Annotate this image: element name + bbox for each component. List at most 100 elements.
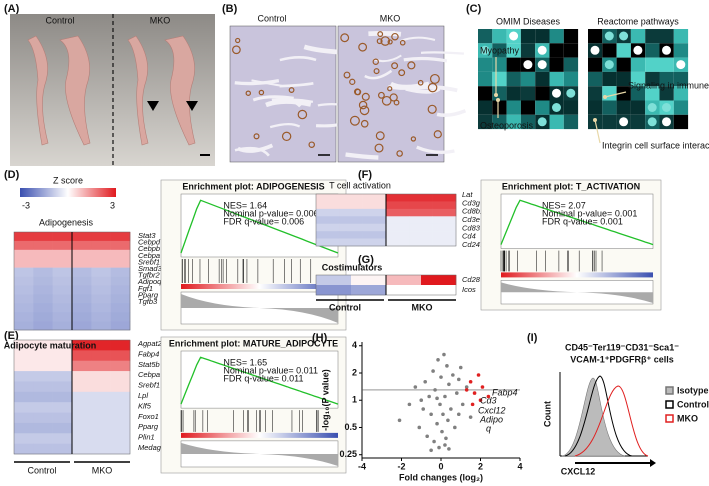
enrichment-cell (616, 100, 631, 115)
heatmap-cell (33, 303, 53, 313)
point (486, 394, 491, 399)
heatmap-cell (52, 303, 73, 313)
label: Control (45, 15, 74, 25)
stained-cell (381, 95, 392, 106)
stained-cell (399, 39, 406, 46)
gene-label: Pparg (138, 290, 159, 299)
heatmap-cell (14, 249, 34, 260)
point (440, 429, 444, 434)
stained-cell (377, 91, 385, 99)
stained-cell (245, 90, 251, 96)
point (445, 364, 449, 368)
heatmap-cell (52, 249, 73, 260)
point (427, 394, 431, 399)
heatmap-cell (72, 312, 92, 322)
stained-cell (353, 88, 361, 96)
heatmap-cell (72, 294, 92, 304)
gsea-stat: NES= 1.65 (223, 357, 267, 367)
heatmap-cell (33, 232, 53, 242)
heatmap-cell (72, 232, 92, 242)
label: MKO (92, 465, 113, 475)
stained-cell (387, 39, 393, 45)
heatmap-cell (14, 285, 34, 295)
point (417, 425, 422, 430)
grid-title: OMIM Diseases (496, 16, 561, 26)
scale-tick: -3 (22, 200, 30, 210)
heatmap-cell (351, 285, 387, 296)
gene-label: Cd3e (462, 215, 480, 224)
enrichment-cell (506, 43, 521, 58)
enrichment-cell (549, 57, 564, 72)
enrichment-dot (566, 88, 576, 98)
stained-cell (308, 141, 315, 148)
gene-label: Srebf1 (138, 257, 160, 266)
heatmap-cell (52, 433, 73, 444)
y-tick-label: 1 (352, 395, 357, 405)
point (478, 398, 483, 403)
heatmap-cell (339, 223, 363, 232)
enrichment-cell (630, 71, 646, 87)
stained-cell (427, 82, 438, 93)
tissue-gap (234, 79, 280, 86)
heatmap-cell (339, 238, 363, 247)
enrichment-curve (500, 199, 654, 246)
heatmap-cell (432, 194, 457, 202)
stained-cell (417, 79, 424, 86)
gene-label: Cd83 (462, 223, 481, 232)
enrichment-cell (645, 29, 660, 44)
heatmap-cell (339, 194, 363, 202)
panel-label: (F) (358, 169, 372, 181)
heatmap-cell (91, 294, 111, 304)
bone (27, 35, 49, 146)
point (407, 402, 412, 407)
heatmap-cell (91, 303, 111, 313)
point (397, 418, 402, 423)
heatmap-cell (14, 240, 34, 251)
heatmap-cell (316, 231, 340, 239)
heatmap-cell (72, 258, 92, 268)
heatmap-cell (432, 208, 457, 217)
heatmap-cell (432, 238, 457, 247)
heatmap-cell (432, 216, 457, 225)
heatmap-cell (72, 321, 92, 331)
enrichment-cell (563, 114, 579, 130)
gsea-stat: NES= 2.07 (542, 200, 586, 210)
panel-label: (H) (312, 332, 328, 344)
gene-label: Lat (462, 190, 473, 199)
point (425, 434, 429, 439)
enrichment-dot (552, 88, 561, 98)
heatmap-cell (72, 303, 92, 313)
gsea-stat: NES= 1.64 (223, 200, 267, 210)
rank-bar (181, 284, 338, 289)
gene-label: Fabp4 (138, 349, 159, 358)
heatmap-cell (52, 381, 73, 393)
enrichment-cell (563, 100, 579, 115)
enrichment-cell (659, 71, 674, 87)
heatmap-cell (91, 402, 111, 413)
heatmap-cell (33, 433, 53, 444)
heatmap-cell (33, 360, 53, 372)
enrichment-cell (492, 86, 507, 101)
heatmap-cell (110, 267, 131, 277)
stained-cell (375, 131, 385, 141)
point (472, 391, 477, 395)
scale-title: Z score (53, 175, 83, 185)
panel-label: (D) (4, 169, 20, 181)
heatmap-cell (91, 240, 111, 251)
legend-swatch (665, 386, 674, 395)
gsea-plot (180, 350, 339, 409)
label: MKO (380, 13, 401, 23)
rank-metric (181, 442, 338, 466)
enrichment-dot (590, 45, 600, 55)
heatmap-cell (110, 285, 131, 295)
heatmap-cell (14, 350, 34, 362)
gene-label: Cd28 (462, 275, 481, 284)
stained-cell (391, 32, 399, 41)
heatmap-cell (316, 275, 352, 286)
stained-cell (340, 33, 350, 43)
heatmap-cell (432, 231, 457, 239)
scale-tick: 3 (110, 200, 115, 210)
leader-dot (593, 118, 597, 122)
enrichment-cell (492, 57, 507, 72)
